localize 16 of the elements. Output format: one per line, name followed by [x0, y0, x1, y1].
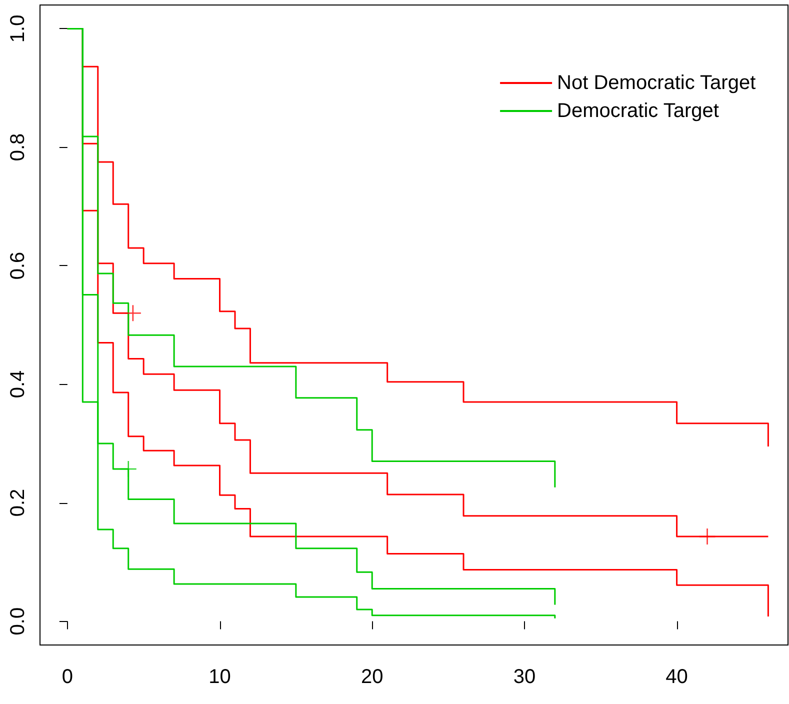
x-tick-label: 0	[62, 666, 73, 688]
x-tick-label: 10	[208, 666, 231, 688]
x-tick-label: 20	[360, 666, 384, 688]
point	[699, 528, 716, 545]
y-tick-label: 0.0	[7, 607, 29, 636]
y-tick-label: 0.6	[7, 252, 29, 280]
legend-label: Democratic Target	[557, 100, 720, 122]
x-tick-label: 30	[513, 666, 536, 688]
y-tick-label: 0.4	[7, 370, 29, 398]
y-tick-label: 0.2	[7, 488, 29, 517]
legend-label: Not Democratic Target	[557, 72, 756, 94]
y-tick-label: 1.0	[7, 14, 29, 43]
y-tick-label: 0.8	[7, 133, 29, 162]
point	[124, 305, 141, 322]
x-tick-label: 40	[666, 666, 688, 688]
point	[120, 461, 136, 477]
